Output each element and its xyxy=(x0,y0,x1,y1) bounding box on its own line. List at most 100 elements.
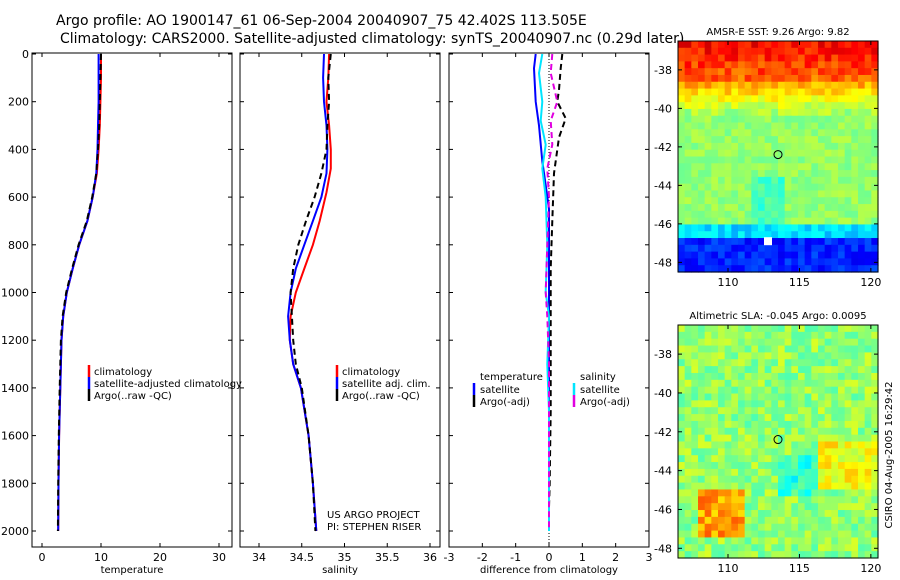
map-cell xyxy=(771,468,779,477)
map-cell xyxy=(758,204,766,212)
map-cell xyxy=(791,251,799,260)
map-cell xyxy=(831,352,839,360)
map-cell xyxy=(798,331,806,340)
map-cell xyxy=(744,265,752,273)
map-cell xyxy=(691,54,699,62)
map-cell xyxy=(704,108,712,117)
map-cell xyxy=(751,386,759,395)
map-cell xyxy=(811,102,819,110)
map-cell xyxy=(744,372,752,381)
map-cell xyxy=(771,551,779,559)
map-cell xyxy=(818,244,826,253)
map-y-tick-label: -40 xyxy=(654,387,672,400)
map-cell xyxy=(678,210,686,219)
map-cell xyxy=(871,210,879,219)
map-cell xyxy=(771,265,779,273)
map-cell xyxy=(838,407,846,415)
map-cell xyxy=(751,441,759,449)
map-cell xyxy=(771,359,779,367)
map-cell xyxy=(711,142,719,151)
map-cell xyxy=(691,170,699,178)
map-cell xyxy=(698,503,706,511)
map-cell xyxy=(838,530,846,539)
map-cell xyxy=(824,41,832,49)
map-cell xyxy=(784,345,792,354)
map-cell xyxy=(751,516,759,525)
map-cell xyxy=(818,482,826,491)
map-cell xyxy=(871,149,879,158)
map-cell xyxy=(824,74,832,83)
map-cell xyxy=(698,338,706,347)
map-cell xyxy=(724,407,732,415)
map-cell xyxy=(704,238,712,246)
map-cell xyxy=(844,176,852,185)
map-cell xyxy=(784,244,792,253)
map-cell xyxy=(764,325,772,333)
map-cell xyxy=(864,47,872,56)
land-mask-cell xyxy=(764,237,772,246)
map-cell xyxy=(844,142,852,151)
map-cell xyxy=(718,142,726,151)
map-cell xyxy=(858,129,866,137)
map-cell xyxy=(858,244,866,253)
map-cell xyxy=(864,489,872,497)
map-cell xyxy=(758,468,766,477)
map-cell xyxy=(811,108,819,117)
map-cell xyxy=(704,393,712,401)
map-cell xyxy=(718,537,726,545)
map-cell xyxy=(738,551,746,559)
map-cell xyxy=(711,496,719,504)
map-cell xyxy=(684,468,692,477)
map-cell xyxy=(858,142,866,151)
map-cell xyxy=(711,108,719,117)
map-cell xyxy=(711,163,719,171)
map-cell xyxy=(731,224,739,232)
map-x-tick-label: 115 xyxy=(789,562,810,575)
map-cell xyxy=(691,544,699,552)
map-cell xyxy=(711,400,719,408)
map-cell xyxy=(684,68,692,76)
map-cell xyxy=(744,427,752,436)
map-cell xyxy=(698,482,706,491)
map-cell xyxy=(718,251,726,260)
map-cell xyxy=(844,122,852,130)
map-cell xyxy=(731,359,739,367)
map-cell xyxy=(764,386,772,395)
map-cell xyxy=(818,74,826,83)
map-cell xyxy=(724,231,732,239)
map-cell xyxy=(704,414,712,422)
legend-entry: satellite xyxy=(480,385,520,396)
map-cell xyxy=(718,81,726,90)
map-cell xyxy=(724,393,732,401)
map-cell xyxy=(784,448,792,456)
map-cell xyxy=(751,331,759,340)
map-cell xyxy=(838,414,846,422)
map-cell xyxy=(771,74,779,83)
map-x-tick-label: 110 xyxy=(718,276,739,289)
map-cell xyxy=(751,136,759,144)
map-cell xyxy=(838,496,846,504)
map-cell xyxy=(851,190,859,198)
map-cell xyxy=(778,400,786,408)
map-cell xyxy=(678,503,686,511)
legend-entry: Argo(..raw -QC) xyxy=(94,391,172,402)
map-cell xyxy=(718,420,726,429)
map-cell xyxy=(831,224,839,232)
map-cell xyxy=(858,190,866,198)
map-cell xyxy=(758,54,766,62)
map-cell xyxy=(844,510,852,518)
map-cell xyxy=(858,47,866,56)
map-cell xyxy=(771,41,779,49)
map-cell xyxy=(764,537,772,545)
map-cell xyxy=(804,251,812,260)
map-cell xyxy=(698,74,706,83)
map-cell xyxy=(864,407,872,415)
map-cell xyxy=(698,407,706,415)
map-cell xyxy=(844,224,852,232)
map-cell xyxy=(811,427,819,436)
map-cell xyxy=(784,163,792,171)
map-cell xyxy=(751,68,759,76)
map-cell xyxy=(764,61,772,69)
map-cell xyxy=(684,462,692,470)
map-cell xyxy=(804,420,812,429)
